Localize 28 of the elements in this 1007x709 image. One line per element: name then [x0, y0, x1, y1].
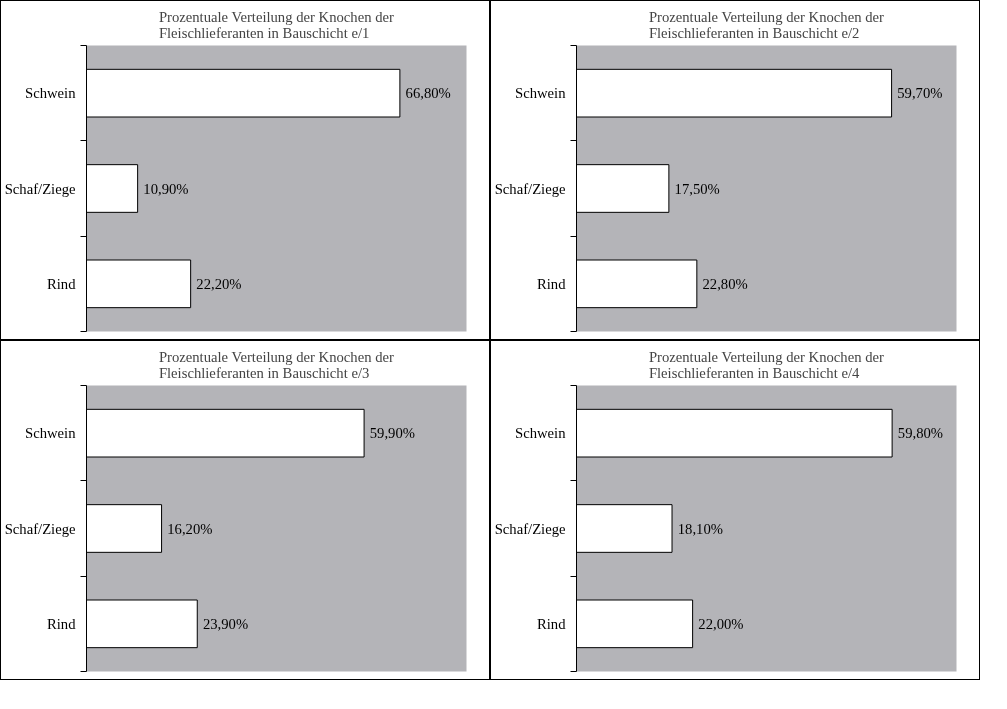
data-label: 17,50% [674, 180, 720, 197]
data-label: 22,80% [702, 275, 748, 292]
data-label: 23,90% [202, 615, 249, 632]
data-label: 59,70% [897, 85, 943, 102]
chart-title: Prozentuale Verteilung der Knochen der Fleischlieferanten in Bauschicht e/2 [648, 8, 884, 41]
y-tick-label: Schwein [515, 85, 567, 102]
y-tick-label: Schaf/Ziege [494, 180, 566, 197]
y-tick-label: Schwein [25, 425, 77, 442]
data-label: 10,90% [143, 180, 189, 197]
y-tick-label: Schwein [515, 425, 567, 442]
data-label: 59,90% [369, 425, 415, 442]
y-tick-label: Rind [47, 615, 77, 632]
data-label: 66,80% [405, 85, 451, 102]
y-tick-label: Rind [47, 275, 77, 292]
data-label: 16,20% [167, 520, 213, 537]
chart-title: Prozentuale Verteilung der Knochen der Fleischlieferanten in Bauschicht e/3 [158, 348, 394, 381]
data-label: 22,00% [698, 615, 744, 632]
data-label: 59,80% [897, 425, 943, 442]
chart-title: Prozentuale Verteilung der Knochen der Fleischlieferanten in Bauschicht e/4 [648, 348, 884, 381]
y-tick-label: Rind [537, 275, 567, 292]
y-tick-label: Schaf/Ziege [4, 520, 76, 537]
y-tick-label: Rind [537, 615, 567, 632]
data-label: 22,20% [196, 275, 242, 292]
y-tick-label: Schaf/Ziege [4, 180, 76, 197]
y-tick-label: Schwein [25, 85, 77, 102]
data-label: 18,10% [677, 520, 723, 537]
y-tick-label: Schaf/Ziege [494, 520, 566, 537]
chart-title: Prozentuale Verteilung der Knochen der Fleischlieferanten in Bauschicht e/1 [158, 8, 394, 41]
